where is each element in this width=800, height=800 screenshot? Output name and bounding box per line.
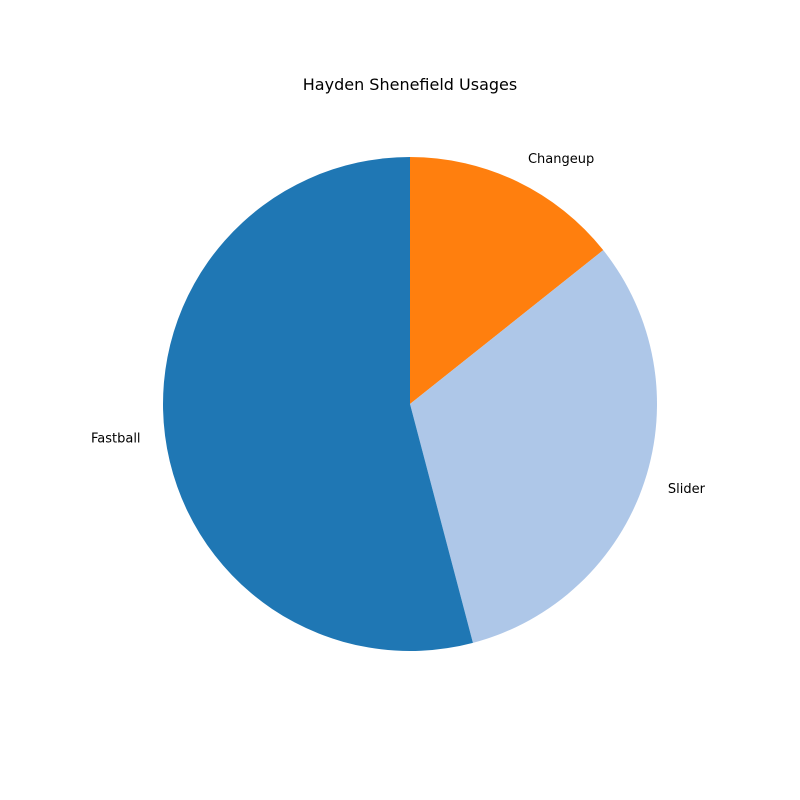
pie-label-changeup: Changeup — [528, 152, 594, 167]
pie-label-slider: Slider — [668, 482, 706, 497]
pie-label-fastball: Fastball — [91, 431, 141, 446]
pie-slice-fastball — [163, 157, 473, 651]
pie-slice-slider — [410, 250, 658, 643]
pie-labels: Changeup Slider Fastball — [91, 152, 706, 497]
pie-slices — [163, 157, 658, 651]
chart-title: Hayden Shenefield Usages — [303, 75, 517, 94]
pie-slice-changeup — [410, 157, 604, 404]
